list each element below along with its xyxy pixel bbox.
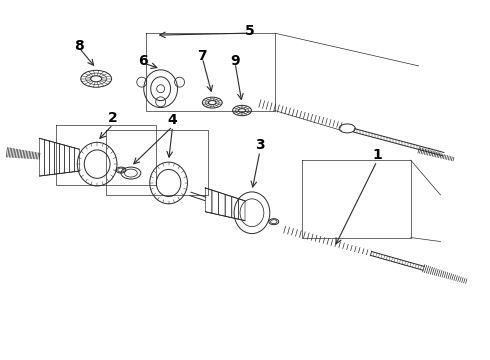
Text: 3: 3 <box>255 138 265 152</box>
Text: 6: 6 <box>138 54 147 68</box>
Text: 4: 4 <box>168 113 177 127</box>
Text: 5: 5 <box>245 24 255 38</box>
Text: 8: 8 <box>74 39 84 53</box>
Text: 7: 7 <box>197 49 207 63</box>
Text: 9: 9 <box>230 54 240 68</box>
Text: 1: 1 <box>372 148 382 162</box>
Text: 2: 2 <box>108 112 118 126</box>
